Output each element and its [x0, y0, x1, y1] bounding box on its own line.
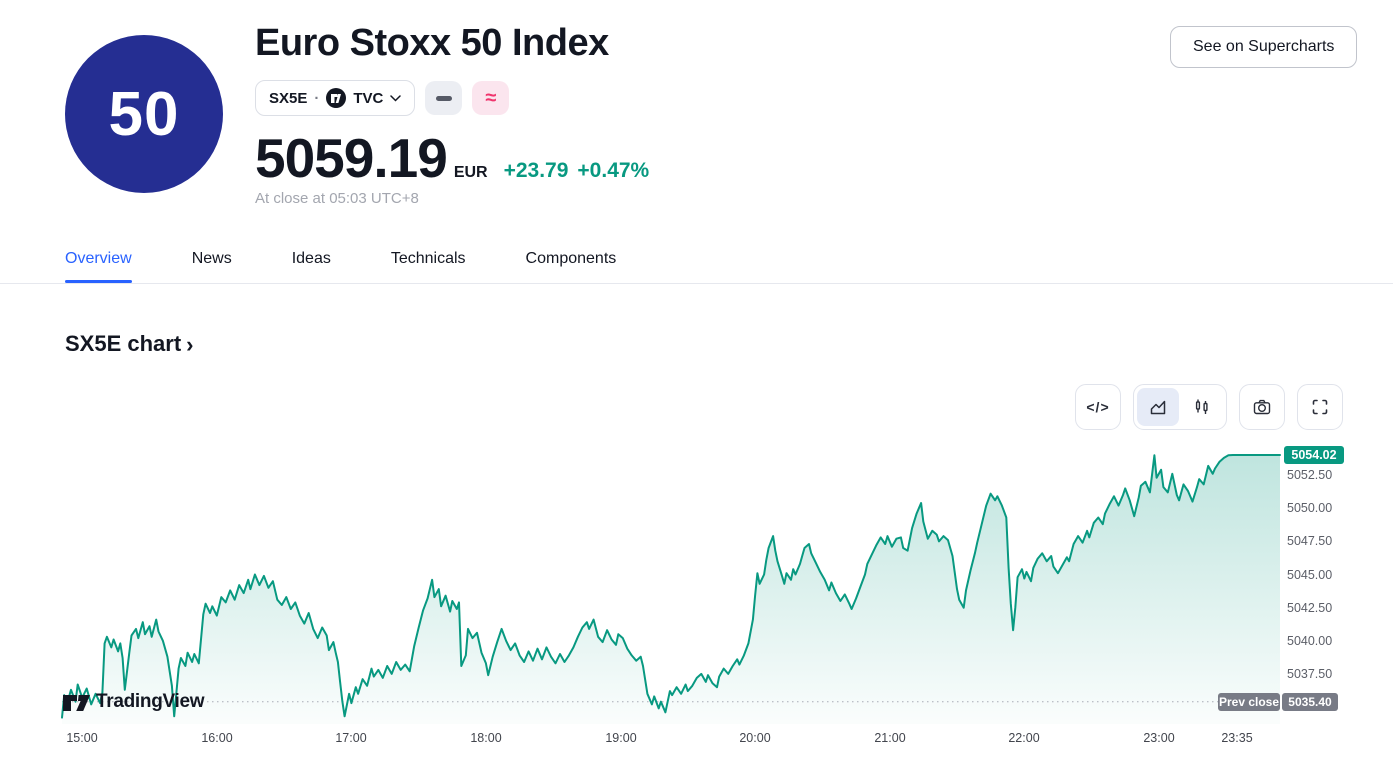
tab-news[interactable]: News — [192, 248, 232, 283]
y-axis-label: 5042.50 — [1287, 600, 1333, 615]
watermark-brand: TradingView — [96, 691, 205, 712]
chart-section-link[interactable]: SX5E chart › — [65, 330, 194, 358]
delayed-data-button[interactable]: ≈ — [472, 81, 510, 115]
x-axis-label: 19:00 — [605, 731, 637, 745]
prev-close-value: 5035.40 — [1282, 692, 1338, 711]
embed-code-button[interactable]: </> — [1075, 384, 1121, 430]
tab-overview[interactable]: Overview — [65, 248, 132, 283]
last-price-tag: 5054.02 — [1284, 445, 1344, 464]
candlestick-icon — [1195, 399, 1208, 414]
chart-section-title: SX5E chart — [65, 331, 182, 356]
market-status-button[interactable] — [425, 81, 463, 115]
x-axis-label: 23:35 — [1221, 731, 1253, 745]
fullscreen-icon — [1312, 399, 1328, 415]
price-change: +23.79 — [503, 159, 569, 182]
fullscreen-button[interactable] — [1297, 384, 1343, 430]
symbol-logo-text: 50 — [108, 79, 180, 149]
camera-icon — [1253, 399, 1271, 415]
market-close-note: At close at 05:03 UTC+8 — [255, 190, 419, 207]
code-icon: </> — [1086, 399, 1110, 415]
y-axis-label: 5052.50 — [1287, 468, 1333, 483]
candles-style-button[interactable] — [1181, 388, 1223, 426]
chart-toolbar: </> — [1075, 384, 1343, 430]
x-axis-label: 16:00 — [201, 731, 233, 745]
tab-ideas[interactable]: Ideas — [292, 248, 331, 283]
tab-components[interactable]: Components — [526, 248, 617, 283]
symbol-code: SX5E — [269, 89, 308, 107]
y-axis-label: 5045.00 — [1287, 567, 1333, 582]
y-axis-label: 5047.50 — [1287, 534, 1333, 549]
area-fill — [62, 455, 1280, 724]
symbol-row: SX5E · TVC ≈ — [255, 80, 510, 116]
separator-dot: · — [314, 89, 320, 107]
x-axis-label: 18:00 — [470, 731, 502, 745]
symbol-switcher[interactable]: SX5E · TVC — [255, 80, 416, 116]
tabs-bar: Overview News Ideas Technicals Components — [0, 248, 1393, 284]
tabs: Overview News Ideas Technicals Components — [0, 248, 1393, 283]
prev-close-label: Prev close — [1218, 692, 1280, 711]
x-axis-label: 15:00 — [66, 731, 98, 745]
exchange-code: TVC — [353, 89, 384, 107]
y-axis-label: 5037.50 — [1287, 666, 1333, 681]
y-axis-label: 5040.00 — [1287, 633, 1333, 648]
area-style-button[interactable] — [1137, 388, 1179, 426]
x-axis-label: 22:00 — [1008, 731, 1040, 745]
price-chart[interactable] — [0, 444, 1282, 724]
tradingview-logo-icon — [63, 695, 90, 711]
tab-technicals[interactable]: Technicals — [391, 248, 466, 283]
snapshot-button[interactable] — [1239, 384, 1285, 430]
see-on-supercharts-button[interactable]: See on Supercharts — [1170, 26, 1358, 68]
price-currency: EUR — [453, 164, 488, 181]
x-axis-label: 23:00 — [1143, 731, 1175, 745]
x-axis-label: 17:00 — [335, 731, 367, 745]
chevron-right-icon: › — [186, 332, 194, 357]
market-closed-dash-icon — [435, 95, 452, 101]
price-change-percent: +0.47% — [577, 159, 650, 182]
page-title: Euro Stoxx 50 Index — [255, 22, 609, 64]
y-axis-label: 5050.00 — [1287, 501, 1333, 516]
chevron-down-icon — [390, 94, 402, 102]
tradingview-watermark[interactable]: TradingView — [63, 691, 205, 713]
symbol-logo: 50 — [65, 35, 223, 193]
x-axis-label: 20:00 — [739, 731, 771, 745]
area-chart-icon — [1150, 400, 1166, 415]
chart-style-toggle — [1133, 384, 1227, 430]
x-axis-label: 21:00 — [874, 731, 906, 745]
price-line — [61, 454, 1281, 719]
delayed-data-approx-icon: ≈ — [485, 87, 497, 109]
last-price: 5059.19 — [255, 127, 448, 189]
price-row: 5059.19 EUR +23.79 +0.47% — [255, 126, 649, 190]
tradingview-mark-icon — [326, 88, 347, 108]
